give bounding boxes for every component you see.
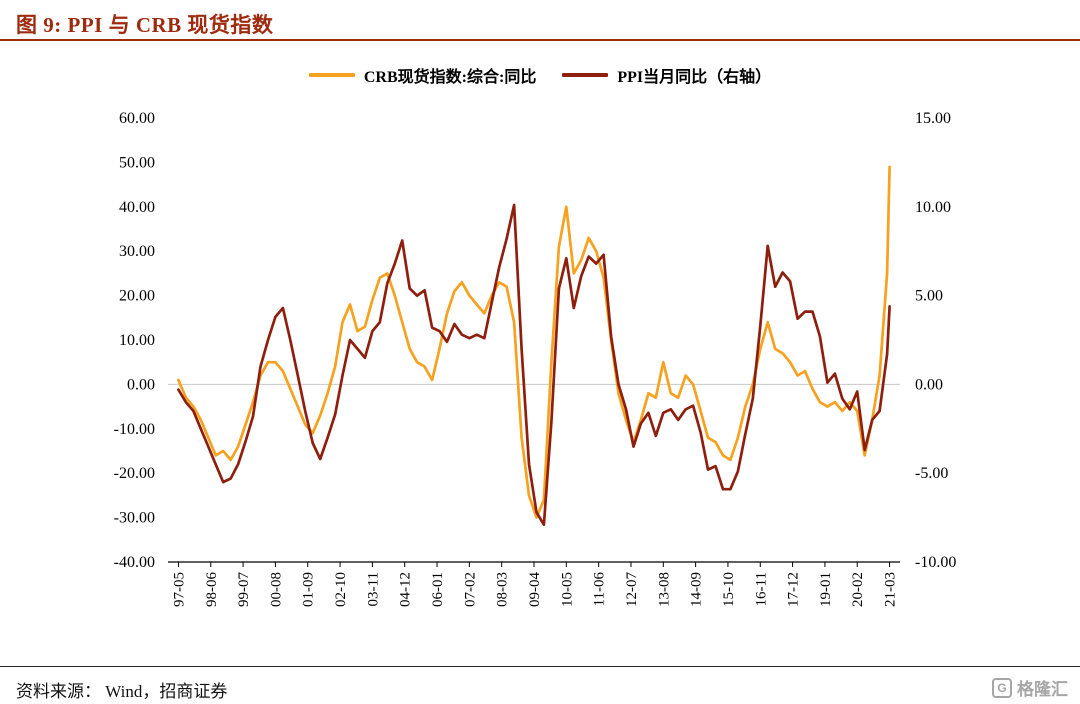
x-axis-tick-label: 04-12 [398,572,414,607]
legend-label-ppi: PPI当月同比（右轴） [617,69,772,86]
gelonghui-logo-icon: G [992,677,1012,698]
x-axis-tick-label: 19-01 [818,572,834,607]
x-axis-tick-label: 14-09 [689,572,705,607]
legend-swatch-ppi [562,73,609,77]
right-axis-tick-label: 10.00 [915,199,951,216]
legend: CRB现货指数:综合:同比 PPI当月同比（右轴） [0,63,1080,87]
left-axis-tick-label: 20.00 [119,288,155,305]
source-note: 资料来源： Wind，招商证券 [16,682,228,701]
left-axis-tick-label: -40.00 [114,554,155,571]
x-axis-tick-label: 21-03 [883,572,899,607]
x-axis-tick-label: 02-10 [333,572,349,607]
right-axis-tick-label: -10.00 [915,554,956,571]
x-axis-tick-label: 13-08 [656,572,672,607]
footer-divider [0,666,1080,667]
series-line-crb [177,165,891,519]
x-axis-tick-label: 06-01 [430,572,446,607]
x-axis-tick-label: 15-10 [721,572,737,607]
x-axis-tick-label: 97-05 [171,572,187,607]
legend-label-crb: CRB现货指数:综合:同比 [363,69,537,86]
series-line-ppi [177,203,891,527]
right-axis-tick-label: -5.00 [915,465,948,482]
x-axis-tick-label: 00-08 [268,572,284,607]
x-axis-tick-label: 08-03 [495,572,511,607]
x-axis-tick-label: 09-04 [527,572,543,607]
title-underline [0,39,1080,41]
x-axis-tick-label: 17-12 [786,572,802,607]
x-axis-tick-label: 07-02 [462,572,478,607]
x-axis-tick-label: 01-09 [301,572,317,607]
left-axis-tick-label: 60.00 [119,110,155,127]
left-axis-tick-label: 40.00 [119,199,155,216]
right-axis-tick-label: 15.00 [915,110,951,127]
x-axis-tick-label: 99-07 [236,572,252,607]
x-axis-tick-label: 20-02 [850,572,866,607]
left-axis-tick-label: 30.00 [119,243,155,260]
legend-swatch-crb [308,73,355,77]
left-axis-tick-label: -20.00 [114,465,155,482]
x-axis-tick-label: 16-11 [753,572,769,606]
right-axis-tick-label: 5.00 [915,288,943,305]
left-axis-tick-label: -30.00 [114,510,155,527]
x-axis-tick-label: 98-06 [204,572,220,607]
legend-item-ppi: PPI当月同比（右轴） [562,63,771,87]
x-axis-tick-label: 10-05 [559,572,575,607]
x-axis-tick-label: 11-06 [592,572,608,607]
left-axis-tick-label: -10.00 [114,421,155,438]
gelonghui-logo: G 格隆汇 [992,675,1068,700]
gelonghui-logo-text: 格隆汇 [1017,680,1068,699]
x-axis-tick-label: 12-07 [624,572,640,607]
right-axis-tick-label: 0.00 [915,376,943,393]
left-axis-tick-label: 0.00 [127,376,155,393]
left-axis-tick-label: 10.00 [119,332,155,349]
legend-item-crb: CRB现货指数:综合:同比 [308,63,537,87]
figure-title: 图 9: PPI 与 CRB 现货指数 [16,13,274,37]
left-axis-tick-label: 50.00 [119,154,155,171]
x-axis-tick-label: 03-11 [365,572,381,606]
